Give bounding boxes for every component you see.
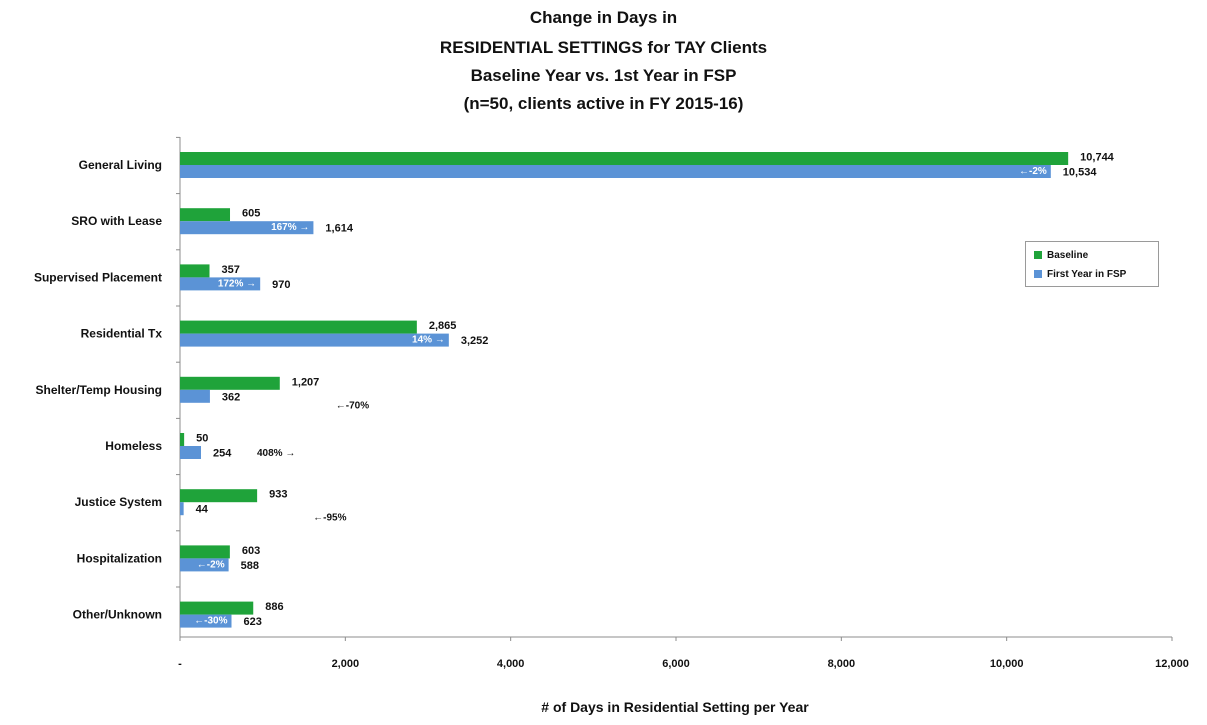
data-label-baseline: 10,744	[1080, 152, 1115, 164]
change-label: ←-95%	[313, 513, 346, 524]
x-tick-label: 2,000	[332, 658, 360, 670]
change-label: ←-30%	[194, 616, 227, 627]
chart-title-line-3: Baseline Year vs. 1st Year in FSP	[470, 66, 737, 85]
bar-first-year	[180, 502, 184, 516]
category-label: Justice System	[75, 495, 162, 509]
data-label-first-year: 1,614	[325, 223, 353, 235]
bar-baseline	[180, 208, 231, 222]
bar-first-year	[180, 165, 1051, 178]
chart-title-line-1: Change in Days in	[529, 8, 678, 27]
legend-item-first-year: First Year in FSP	[1034, 267, 1126, 281]
bar-baseline	[180, 489, 258, 503]
change-label: 172% →	[218, 278, 256, 289]
bar-first-year	[180, 558, 229, 572]
x-tick-label: 6,000	[662, 658, 690, 670]
change-label: 408% →	[257, 448, 295, 459]
x-tick-label: 10,000	[990, 658, 1024, 670]
category-label: Shelter/Temp Housing	[36, 383, 162, 397]
x-tick-label: 12,000	[1155, 658, 1189, 670]
bar-baseline	[180, 601, 254, 615]
data-label-first-year: 588	[241, 560, 259, 572]
bar-first-year	[180, 446, 201, 459]
bar-first-year	[180, 614, 232, 628]
chart-legend: Baseline First Year in FSP	[1025, 241, 1159, 287]
category-label: Supervised Placement	[34, 270, 162, 284]
data-label-first-year: 44	[196, 504, 209, 516]
bar-first-year	[180, 333, 449, 347]
legend-swatch-first-year	[1034, 270, 1042, 278]
data-label-baseline: 2,865	[429, 320, 457, 332]
bar-baseline	[180, 433, 185, 446]
data-label-baseline: 933	[269, 489, 287, 501]
data-label-first-year: 10,534	[1063, 167, 1098, 179]
data-label-first-year: 362	[222, 391, 240, 403]
data-label-baseline: 1,207	[292, 376, 320, 388]
data-label-first-year: 254	[213, 448, 232, 460]
category-label: Other/Unknown	[73, 608, 162, 622]
legend-label-first-year: First Year in FSP	[1047, 268, 1127, 280]
bar-baseline	[180, 376, 280, 390]
bar-baseline	[180, 152, 1069, 165]
bar-baseline	[180, 320, 417, 334]
category-label: Hospitalization	[77, 551, 162, 565]
category-label: SRO with Lease	[71, 214, 162, 228]
bar-first-year	[180, 221, 314, 235]
x-tick-label: 8,000	[828, 658, 856, 670]
bar-baseline	[180, 264, 210, 278]
data-label-first-year: 623	[244, 616, 262, 628]
change-label: 167% →	[271, 222, 309, 233]
change-label: 14% →	[412, 335, 445, 346]
bar-first-year	[180, 389, 210, 403]
data-label-baseline: 603	[242, 545, 260, 557]
data-label-baseline: 605	[242, 208, 260, 220]
data-label-baseline: 357	[222, 264, 240, 276]
category-label: Homeless	[105, 439, 162, 453]
bar-baseline	[180, 545, 230, 559]
data-label-baseline: 886	[265, 601, 283, 613]
legend-item-baseline: Baseline	[1034, 248, 1088, 262]
x-tick-label: -	[178, 658, 182, 670]
data-label-baseline: 50	[196, 433, 208, 445]
data-label-first-year: 3,252	[461, 335, 489, 347]
x-tick-label: 4,000	[497, 658, 525, 670]
chart-title-line-2: RESIDENTIAL SETTINGS for TAY Clients	[439, 38, 768, 57]
chart-title-line-4: (n=50, clients active in FY 2015-16)	[463, 94, 744, 113]
category-label: General Living	[79, 158, 162, 172]
data-label-first-year: 970	[272, 279, 290, 291]
x-axis-title: # of Days in Residential Setting per Yea…	[541, 699, 809, 715]
change-label: ←-70%	[336, 400, 369, 411]
category-label: Residential Tx	[81, 327, 163, 341]
legend-label-baseline: Baseline	[1047, 249, 1089, 261]
bar-first-year	[180, 277, 261, 291]
legend-swatch-baseline	[1034, 251, 1042, 259]
change-label: ←-2%	[1019, 166, 1047, 177]
change-label: ←-2%	[197, 559, 225, 570]
